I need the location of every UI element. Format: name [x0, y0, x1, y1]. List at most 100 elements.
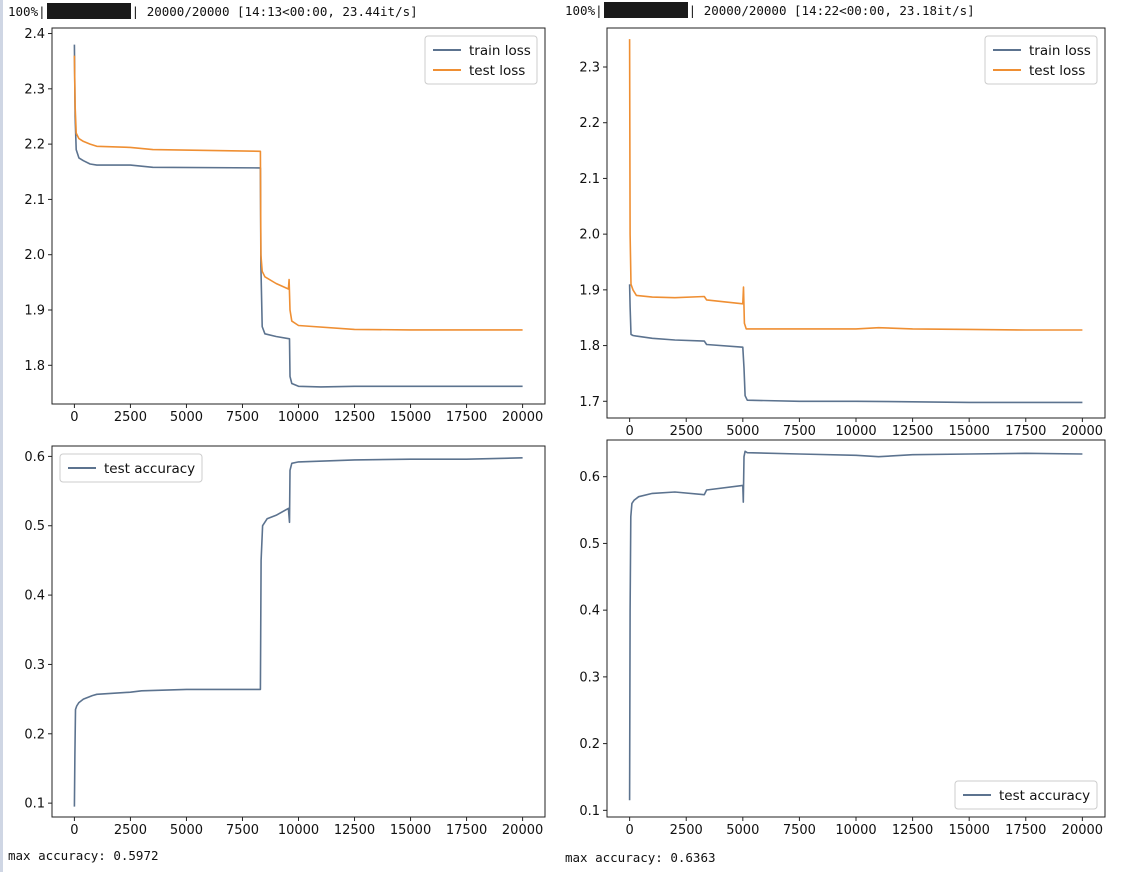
y-tick-label: 0.1: [24, 797, 45, 812]
y-tick-label: 0.2: [579, 737, 600, 752]
x-tick-label: 17500: [446, 823, 487, 838]
x-tick-label: 2500: [114, 823, 147, 838]
legend-label: test accuracy: [999, 788, 1090, 804]
x-tick-label: 10000: [835, 424, 876, 439]
x-tick-label: 15000: [949, 823, 990, 838]
series-line-train-loss: [73, 44, 523, 388]
y-tick-label: 1.7: [579, 395, 600, 410]
legend-label: train loss: [469, 43, 531, 59]
legend-box: [984, 35, 1098, 85]
legend: train loss test loss: [424, 35, 538, 85]
y-tick-label: 0.4: [579, 604, 600, 619]
axes-frame: [606, 439, 1106, 818]
x-tick-label: 15000: [390, 410, 431, 425]
x-tick-label: 15000: [390, 823, 431, 838]
x-tick-label: 2500: [114, 410, 147, 425]
y-tick-label: 0.6: [24, 450, 45, 465]
y-tick-label: 1.8: [579, 339, 600, 354]
y-tick-label: 0.4: [24, 589, 45, 604]
legend-box: [954, 780, 1098, 810]
progress-percent: 100%: [565, 2, 596, 18]
x-tick-label: 7500: [226, 823, 259, 838]
progress-bar-left: 100% | | 20000/20000 [14:13<00:00, 23.44it…: [8, 3, 418, 19]
y-tick-label: 0.5: [24, 519, 45, 534]
y-tick-label: 0.3: [579, 670, 600, 685]
progress-bar-right: 100% | | 20000/20000 [14:22<00:00, 23.18it…: [565, 2, 975, 18]
legend: test accuracy: [954, 780, 1098, 810]
x-tick-label: 17500: [446, 410, 487, 425]
y-tick-label: 2.1: [24, 193, 45, 208]
x-tick-label: 20000: [1062, 424, 1103, 439]
series-line-test-loss: [628, 39, 1083, 331]
legend-label: train loss: [1029, 43, 1091, 59]
legend-box: [424, 35, 538, 85]
x-tick-label: 2500: [670, 424, 703, 439]
y-tick-label: 2.1: [579, 172, 600, 187]
x-tick-label: 0: [70, 823, 78, 838]
x-tick-label: 17500: [1005, 424, 1046, 439]
y-tick-label: 0.1: [579, 804, 600, 819]
x-tick-label: 12500: [892, 823, 933, 838]
y-tick-label: 0.2: [24, 727, 45, 742]
progress-fill: [46, 3, 131, 19]
x-tick-label: 12500: [334, 823, 375, 838]
legend-box: [59, 453, 203, 483]
x-tick-label: 5000: [726, 424, 759, 439]
progress-percent: 100%: [8, 3, 39, 19]
y-tick-label: 0.3: [24, 658, 45, 673]
y-tick-label: 2.2: [579, 116, 600, 131]
max-accuracy-right: max accuracy: 0.6363: [565, 850, 716, 865]
x-tick-label: 17500: [1005, 823, 1046, 838]
series-line-test-accuracy: [628, 450, 1083, 801]
x-tick-label: 0: [625, 424, 633, 439]
progress-timing: [14:13<00:00, 23.44it/s]: [237, 3, 418, 19]
y-tick-label: 2.3: [24, 82, 45, 97]
y-tick-label: 2.2: [24, 138, 45, 153]
x-tick-label: 10000: [278, 410, 319, 425]
y-tick-label: 2.0: [579, 228, 600, 243]
y-tick-label: 0.5: [579, 537, 600, 552]
x-tick-label: 2500: [670, 823, 703, 838]
x-tick-label: 20000: [502, 823, 543, 838]
y-tick-label: 2.3: [579, 61, 600, 76]
x-tick-label: 20000: [1062, 823, 1103, 838]
series-line-train-loss: [628, 284, 1083, 404]
series-line-test-accuracy: [73, 457, 523, 807]
y-tick-label: 2.4: [24, 27, 45, 42]
progress-fill: [603, 2, 688, 18]
legend: test accuracy: [59, 453, 203, 483]
y-tick-label: 1.9: [579, 283, 600, 298]
x-tick-label: 15000: [949, 424, 990, 439]
x-tick-label: 7500: [783, 424, 816, 439]
legend-label: test loss: [469, 63, 525, 79]
progress-counts: 20000/20000: [703, 2, 787, 18]
legend-label: test accuracy: [104, 461, 195, 477]
x-tick-label: 12500: [334, 410, 375, 425]
x-tick-label: 10000: [835, 823, 876, 838]
y-tick-label: 0.6: [579, 470, 600, 485]
window-border: [0, 0, 3, 872]
x-tick-label: 7500: [783, 823, 816, 838]
x-tick-label: 20000: [502, 410, 543, 425]
series-line-test-loss: [73, 55, 523, 331]
x-tick-label: 5000: [726, 823, 759, 838]
progress-counts: 20000/20000: [146, 3, 230, 19]
legend-label: test loss: [1029, 63, 1085, 79]
x-tick-label: 7500: [226, 410, 259, 425]
y-tick-label: 1.9: [24, 304, 45, 319]
max-accuracy-left: max accuracy: 0.5972: [8, 848, 159, 863]
x-tick-label: 0: [625, 823, 633, 838]
y-tick-label: 1.8: [24, 359, 45, 374]
x-tick-label: 12500: [892, 424, 933, 439]
x-tick-label: 0: [70, 410, 78, 425]
x-tick-label: 10000: [278, 823, 319, 838]
y-tick-label: 2.0: [24, 248, 45, 263]
x-tick-label: 5000: [170, 823, 203, 838]
progress-timing: [14:22<00:00, 23.18it/s]: [794, 2, 975, 18]
x-tick-label: 5000: [170, 410, 203, 425]
legend: train loss test loss: [984, 35, 1098, 85]
